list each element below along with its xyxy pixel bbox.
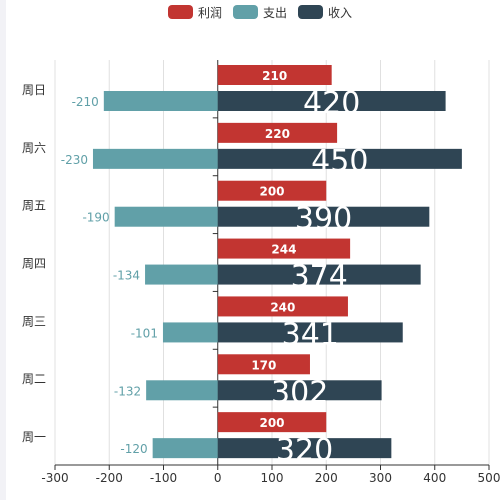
y-category-label: 周一 xyxy=(22,430,46,444)
y-category-label: 周五 xyxy=(22,199,46,213)
profit-label: 220 xyxy=(265,127,290,141)
legend-label: 收入 xyxy=(328,6,352,20)
x-tick-label: 500 xyxy=(478,471,500,485)
x-tick-label: 200 xyxy=(315,471,338,485)
profit-label: 244 xyxy=(271,243,296,257)
y-category-label: 周四 xyxy=(22,257,46,271)
income-bar[interactable] xyxy=(217,148,462,169)
expense-label: -210 xyxy=(72,95,99,109)
profit-bar[interactable] xyxy=(217,238,351,259)
expense-bar[interactable] xyxy=(162,322,218,343)
expense-bar[interactable] xyxy=(103,91,218,111)
income-label: 302 xyxy=(271,375,328,410)
legend-swatch[interactable] xyxy=(233,5,258,19)
income-bar[interactable] xyxy=(217,322,403,343)
expense-bar[interactable] xyxy=(152,438,218,459)
left-strip xyxy=(0,0,6,500)
legend-label: 利润 xyxy=(198,6,222,20)
income-bar[interactable] xyxy=(217,380,382,401)
x-tick-label: -100 xyxy=(150,471,177,485)
x-tick-label: 400 xyxy=(423,471,446,485)
expense-bar[interactable] xyxy=(114,206,218,227)
income-label: 420 xyxy=(303,86,360,121)
expense-label: -132 xyxy=(114,384,141,398)
x-tick-label: 0 xyxy=(214,471,222,485)
x-tick-label: -300 xyxy=(41,471,68,485)
expense-label: -101 xyxy=(131,326,158,340)
income-label: 320 xyxy=(276,433,333,468)
y-category-label: 周二 xyxy=(22,372,46,386)
income-label: 390 xyxy=(295,202,352,237)
profit-bar[interactable] xyxy=(217,354,310,375)
profit-label: 210 xyxy=(262,69,287,83)
profit-bar[interactable] xyxy=(217,122,338,143)
x-tick-label: -200 xyxy=(96,471,123,485)
x-tick-label: 300 xyxy=(369,471,392,485)
profit-label: 200 xyxy=(259,416,284,430)
x-tick-label: 100 xyxy=(261,471,284,485)
income-label: 374 xyxy=(291,260,348,295)
expense-bar[interactable] xyxy=(92,148,218,169)
expense-label: -230 xyxy=(61,153,88,167)
profit-label: 170 xyxy=(251,358,276,372)
profit-label: 200 xyxy=(259,185,284,199)
income-bar[interactable] xyxy=(217,206,430,227)
expense-bar[interactable] xyxy=(145,264,218,285)
profit-label: 240 xyxy=(270,300,295,314)
income-bar[interactable] xyxy=(217,91,446,111)
income-bar[interactable] xyxy=(217,264,421,285)
legend-swatch[interactable] xyxy=(298,5,323,19)
expense-label: -134 xyxy=(113,269,140,283)
income-label: 450 xyxy=(311,144,368,179)
income-bar[interactable] xyxy=(217,438,392,459)
y-category-label: 周日 xyxy=(22,83,46,97)
y-category-label: 周三 xyxy=(22,314,46,328)
profit-bar[interactable] xyxy=(217,412,327,433)
profit-bar[interactable] xyxy=(217,65,332,85)
y-category-label: 周六 xyxy=(22,141,46,155)
profit-bar[interactable] xyxy=(217,180,327,201)
legend-swatch[interactable] xyxy=(168,5,193,19)
expense-bar[interactable] xyxy=(146,380,218,401)
income-label: 341 xyxy=(282,317,339,352)
expense-label: -190 xyxy=(82,211,109,225)
expense-label: -120 xyxy=(120,442,147,456)
legend-label: 支出 xyxy=(263,6,287,20)
profit-bar[interactable] xyxy=(217,296,348,317)
